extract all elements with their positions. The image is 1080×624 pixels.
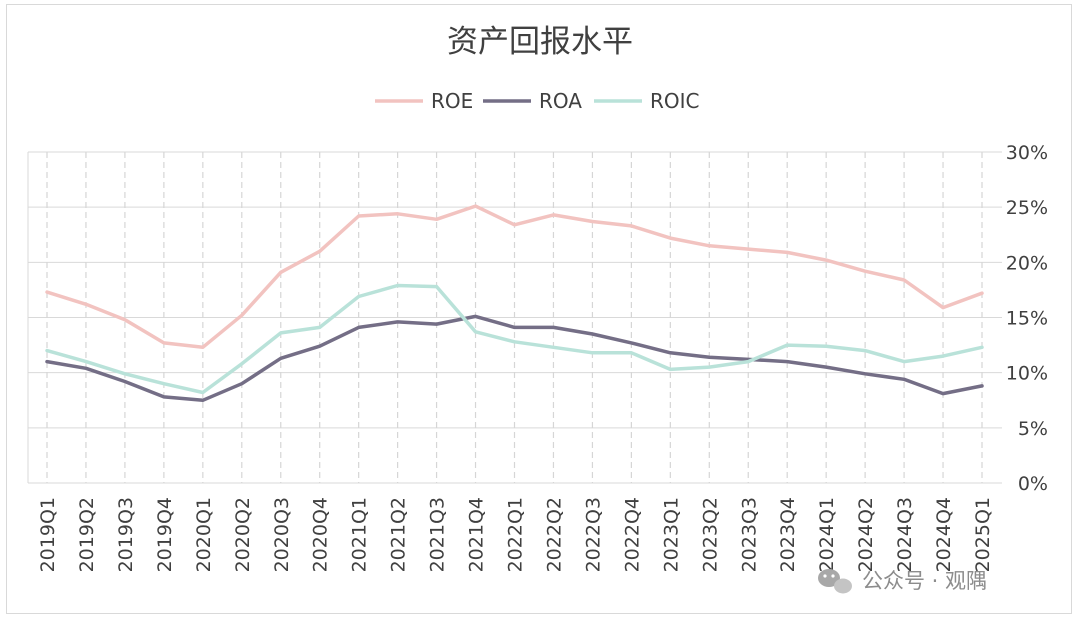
x-tick-label: 2023Q1	[660, 497, 682, 572]
watermark-text: 公众号 · 观隅	[862, 569, 987, 593]
x-tick-label: 2024Q4	[933, 497, 955, 572]
y-tick-label: 20%	[1006, 252, 1048, 274]
y-tick-label: 5%	[1018, 418, 1048, 440]
y-tick-label: 15%	[1006, 308, 1048, 330]
x-tick-label: 2022Q2	[543, 497, 565, 572]
x-tick-label: 2023Q2	[699, 497, 721, 572]
x-tick-label: 2021Q2	[388, 497, 410, 572]
x-tick-label: 2022Q1	[505, 497, 527, 572]
x-tick-label: 2023Q4	[777, 497, 799, 572]
legend-label-roic: ROIC	[650, 89, 700, 113]
plot-area: 0% 5% 10% 15% 20% 25% 30% 2019Q1 2019Q2 2019Q3 201…	[27, 142, 1048, 572]
x-tick-label: 2022Q3	[582, 497, 604, 572]
x-tick-label: 2020Q4	[310, 497, 332, 572]
x-tick-label: 2019Q4	[154, 497, 176, 572]
y-tick-label: 10%	[1006, 363, 1048, 385]
wechat-icon	[818, 569, 852, 594]
x-tick-label: 2021Q1	[349, 497, 371, 572]
series-line-roe	[45, 204, 984, 350]
x-tick-label: 2020Q3	[271, 497, 293, 572]
series-line-roa	[45, 314, 984, 403]
x-tick-label: 2021Q4	[466, 497, 488, 572]
x-tick-label: 2019Q1	[37, 497, 59, 572]
watermark: 公众号 · 观隅	[818, 569, 987, 594]
x-tick-label: 2019Q3	[115, 497, 137, 572]
chart-frame	[6, 4, 1072, 614]
chart-legend: ROE ROA ROIC	[375, 89, 700, 113]
x-tick-label: 2025Q1	[972, 497, 994, 572]
x-tick-label: 2024Q2	[855, 497, 877, 572]
x-tick-label: 2021Q3	[427, 497, 449, 572]
y-tick-label: 0%	[1018, 473, 1048, 495]
x-tick-label: 2024Q1	[816, 497, 838, 572]
x-tick-label: 2020Q2	[232, 497, 254, 572]
series-line-roic	[45, 283, 984, 395]
x-tick-label: 2019Q2	[76, 497, 98, 572]
x-tick-label: 2023Q3	[738, 497, 760, 572]
x-tick-label: 2022Q4	[621, 497, 643, 572]
legend-label-roa: ROA	[539, 89, 582, 113]
legend-label-roe: ROE	[431, 89, 473, 113]
x-tick-label: 2024Q3	[894, 497, 916, 572]
chart-title: 资产回报水平	[447, 24, 633, 60]
y-tick-label: 30%	[1006, 142, 1048, 164]
y-tick-label: 25%	[1006, 197, 1048, 219]
x-tick-label: 2020Q1	[193, 497, 215, 572]
